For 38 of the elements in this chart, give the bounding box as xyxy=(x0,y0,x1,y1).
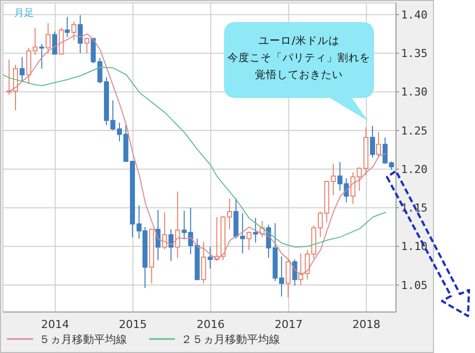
candlestick xyxy=(246,231,252,251)
y-tick-label: 1.25 xyxy=(401,124,428,138)
legend-label: ２５ヵ月移動平均線 xyxy=(180,332,280,346)
x-tick-label: 2017 xyxy=(274,318,303,331)
candlestick xyxy=(52,31,58,56)
x-tick-label: 2014 xyxy=(41,318,70,331)
annotation: 月足 xyxy=(14,8,34,19)
x-tick-label: 2015 xyxy=(118,318,147,331)
y-tick-label: 1.05 xyxy=(401,278,428,292)
candlestick xyxy=(168,228,174,262)
annotation: 覚悟しておきたい xyxy=(255,68,343,81)
candlestick xyxy=(58,27,64,56)
candlestick xyxy=(370,125,376,158)
candlestick xyxy=(208,246,213,270)
y-tick-label: 1.30 xyxy=(401,86,428,99)
candlestick xyxy=(376,132,381,158)
candlestick xyxy=(330,163,336,196)
x-tick-label: 2018 xyxy=(352,318,380,331)
candlestick xyxy=(292,258,298,286)
candlestick xyxy=(84,37,90,54)
legend-label: ５ヵ月移動平均線 xyxy=(38,332,127,346)
candlestick xyxy=(71,21,76,41)
candlestick xyxy=(78,14,83,54)
x-tick-label: 2016 xyxy=(196,318,225,331)
candlestick xyxy=(175,190,180,258)
annotation: ユーロ/米ドルは xyxy=(258,34,340,47)
candlestick xyxy=(162,212,168,250)
annotation: 今度こそ「パリティ」割れを xyxy=(228,51,370,64)
y-tick-label: 1.40 xyxy=(401,8,428,22)
candlestick xyxy=(20,56,25,82)
candlestick xyxy=(39,43,44,70)
candlestick xyxy=(64,16,70,38)
candlestick xyxy=(253,217,258,243)
y-tick-label: 1.35 xyxy=(401,47,428,60)
candlestick xyxy=(286,258,291,298)
candlestick xyxy=(46,22,51,54)
y-tick-label: 1.20 xyxy=(401,162,428,176)
candlestick xyxy=(201,241,206,284)
